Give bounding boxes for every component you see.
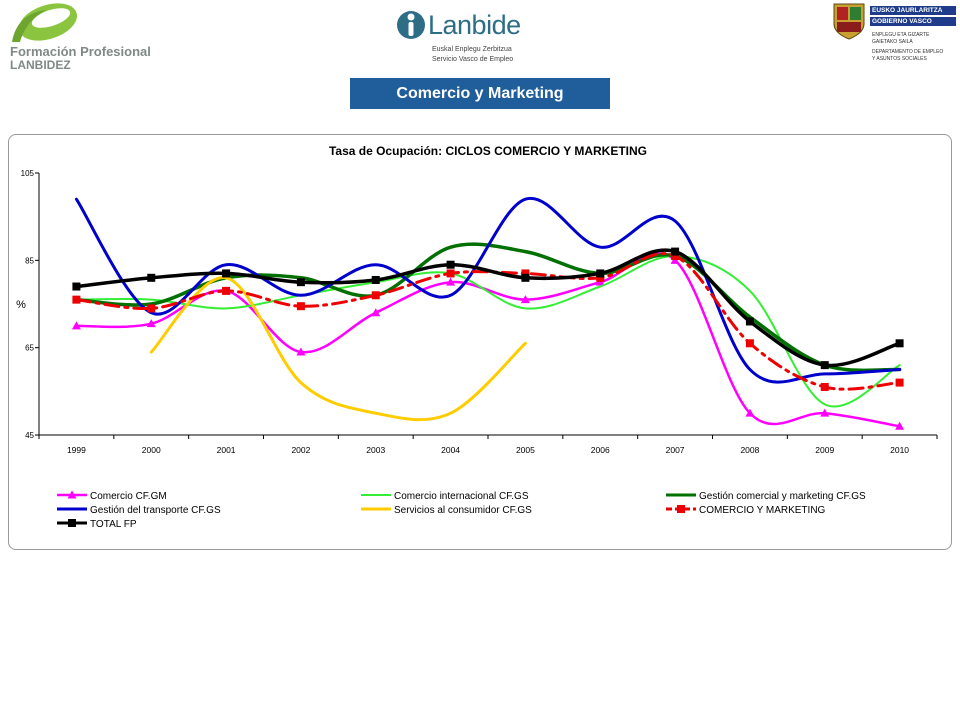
lanbide-name: Lanbide	[428, 10, 521, 40]
data-point-comercio-cf-gm	[895, 421, 905, 430]
legend-marker-comercio-cf-gm	[67, 490, 77, 499]
data-point-comercio-y-marketing	[895, 378, 904, 387]
data-point-comercio-cf-gm	[820, 408, 830, 417]
y-tick-label: 45	[25, 431, 34, 440]
data-point-comercio-y-marketing	[521, 269, 530, 278]
data-point-comercio-cf-gm	[296, 347, 306, 356]
data-point-comercio-cf-gm	[446, 277, 456, 286]
legend-label-comercio-y-marketing: COMERCIO Y MARKETING	[699, 505, 826, 516]
gobierno-line-4: Y ASUNTOS SOCIALES	[872, 56, 927, 62]
lanbide-subtitle-2: Servicio Vasco de Empleo	[432, 56, 514, 63]
data-point-comercio-y-marketing	[296, 302, 305, 311]
data-point-total-fp	[521, 273, 530, 282]
x-tick-label: 2001	[217, 445, 236, 455]
data-point-comercio-cf-gm	[71, 321, 81, 330]
x-tick-label: 2009	[815, 445, 834, 455]
legend-label-gestion-del-transporte-cf-gs: Gestión del transporte CF.GS	[90, 505, 221, 516]
data-point-comercio-cf-gm	[146, 319, 156, 328]
legend-label-servicios-al-consumidor-cf-gs: Servicios al consumidor CF.GS	[394, 505, 532, 516]
y-axis-label: %	[16, 299, 26, 311]
data-point-comercio-cf-gm	[371, 308, 381, 317]
legend-marker-total-fp	[68, 519, 76, 527]
formacion-logo-line1: Formación Profesional	[10, 44, 151, 59]
gobierno-line-1: ENPLEGU ETA GIZARTE	[872, 32, 930, 38]
data-point-total-fp	[371, 275, 380, 284]
series-line-total-fp	[74, 248, 902, 368]
formacion-profesional-logo: Formación Profesional LANBIDEZ	[4, 2, 174, 72]
y-tick-label: 65	[25, 344, 34, 353]
data-point-total-fp	[222, 269, 231, 278]
gobierno-line-2: GAIETAKO SAILA	[872, 39, 913, 45]
x-tick-label: 2003	[366, 445, 385, 455]
series-line-servicios-al-consumidor-cf-gs	[149, 276, 527, 422]
chart-panel: Tasa de Ocupación: CICLOS COMERCIO Y MAR…	[8, 134, 952, 550]
data-point-total-fp	[895, 339, 904, 348]
legend-marker-comercio-y-marketing	[677, 505, 685, 513]
lanbide-mark-icon	[397, 11, 425, 39]
data-point-total-fp	[147, 273, 156, 282]
lanbide-subtitle-1: Euskal Enplegu Zerbitzua	[432, 46, 512, 53]
x-tick-label: 2008	[740, 445, 759, 455]
data-point-total-fp	[72, 282, 81, 291]
data-point-total-fp	[596, 269, 605, 278]
x-tick-label: 2002	[291, 445, 310, 455]
x-tick-label: 2000	[142, 445, 161, 455]
data-point-comercio-cf-gm	[520, 295, 530, 304]
data-point-total-fp	[446, 260, 455, 269]
line-chart: Tasa de Ocupación: CICLOS COMERCIO Y MAR…	[16, 144, 938, 530]
coat-of-arms-icon	[833, 3, 865, 40]
formacion-logo-line2: LANBIDEZ	[10, 58, 71, 72]
data-point-comercio-cf-gm	[745, 408, 755, 417]
data-point-total-fp	[671, 247, 680, 256]
data-point-comercio-y-marketing	[147, 304, 156, 313]
gobierno-vasco-logo: EUSKO JAURLARITZA GOBIERNO VASCO ENPLEGU…	[832, 2, 958, 74]
data-point-comercio-y-marketing	[222, 286, 231, 295]
data-point-comercio-y-marketing	[446, 269, 455, 278]
gobierno-line-3: DEPARTAMENTO DE EMPLEO	[872, 49, 944, 55]
data-point-total-fp	[745, 317, 754, 326]
lanbide-logo: Lanbide Euskal Enplegu Zerbitzua Servici…	[396, 6, 536, 66]
data-point-total-fp	[820, 361, 829, 370]
data-point-comercio-y-marketing	[671, 251, 680, 260]
legend-label-comercio-internacional-cf-gs: Comercio internacional CF.GS	[394, 491, 529, 502]
data-point-comercio-y-marketing	[596, 273, 605, 282]
chart-title: Tasa de Ocupación: CICLOS COMERCIO Y MAR…	[329, 144, 647, 158]
data-point-comercio-y-marketing	[745, 339, 754, 348]
legend-label-comercio-cf-gm: Comercio CF.GM	[90, 491, 167, 502]
series-line-comercio-internacional-cf-gs	[75, 254, 901, 408]
x-tick-label: 2007	[666, 445, 685, 455]
data-point-comercio-y-marketing	[820, 382, 829, 391]
x-tick-label: 2004	[441, 445, 460, 455]
legend-label-gestion-comercial-y-marketing-cf-gs: Gestión comercial y marketing CF.GS	[699, 491, 866, 502]
x-tick-label: 2010	[890, 445, 909, 455]
x-tick-label: 2006	[591, 445, 610, 455]
x-tick-label: 2005	[516, 445, 535, 455]
section-title-banner: Comercio y Marketing	[350, 78, 610, 109]
data-point-comercio-y-marketing	[72, 295, 81, 304]
data-point-total-fp	[296, 278, 305, 287]
gobierno-bar-2: GOBIERNO VASCO	[870, 17, 956, 26]
gobierno-bar-1: EUSKO JAURLARITZA	[870, 6, 956, 15]
leaf-logo-icon	[12, 3, 78, 42]
data-point-comercio-y-marketing	[371, 291, 380, 300]
y-tick-label: 85	[25, 256, 34, 265]
x-tick-label: 1999	[67, 445, 86, 455]
y-tick-label: 105	[21, 169, 35, 178]
legend-label-total-fp: TOTAL FP	[90, 519, 137, 530]
